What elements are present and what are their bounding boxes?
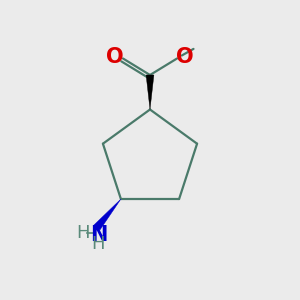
Polygon shape	[94, 199, 121, 230]
Text: O: O	[106, 47, 123, 67]
Text: H: H	[92, 235, 105, 253]
Text: N: N	[90, 225, 107, 245]
Text: O: O	[176, 47, 194, 67]
Text: H: H	[76, 224, 90, 242]
Polygon shape	[146, 75, 154, 110]
